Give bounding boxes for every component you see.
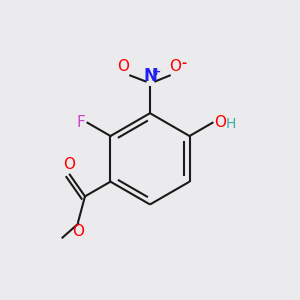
Text: F: F bbox=[76, 115, 85, 130]
Text: O: O bbox=[63, 157, 75, 172]
Text: N: N bbox=[143, 67, 157, 85]
Text: -: - bbox=[181, 57, 186, 70]
Text: H: H bbox=[226, 117, 236, 130]
Text: O: O bbox=[214, 115, 226, 130]
Text: O: O bbox=[72, 224, 84, 239]
Text: O: O bbox=[118, 59, 130, 74]
Text: O: O bbox=[169, 59, 181, 74]
Text: +: + bbox=[152, 67, 161, 77]
